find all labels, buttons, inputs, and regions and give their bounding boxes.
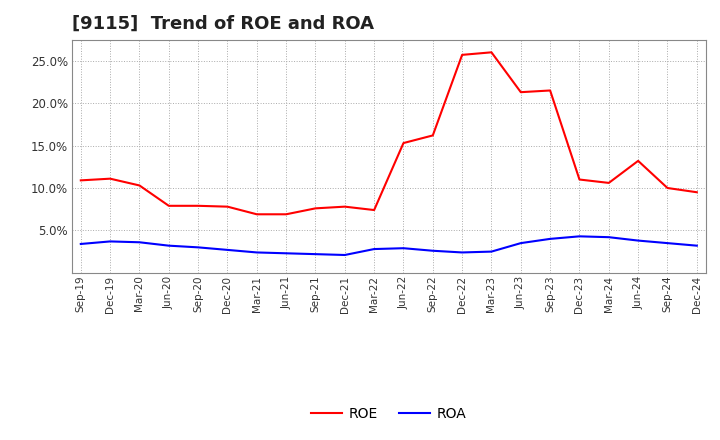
- ROA: [428, 248, 437, 253]
- ROA: [516, 241, 525, 246]
- ROA: [106, 239, 114, 244]
- ROE: [458, 52, 467, 58]
- ROA: [135, 240, 144, 245]
- ROA: [194, 245, 202, 250]
- ROE: [634, 158, 642, 164]
- ROE: [693, 190, 701, 195]
- ROA: [693, 243, 701, 248]
- ROA: [575, 234, 584, 239]
- ROE: [76, 178, 85, 183]
- ROA: [341, 253, 349, 258]
- ROE: [487, 50, 496, 55]
- ROE: [106, 176, 114, 181]
- ROA: [663, 241, 672, 246]
- ROA: [634, 238, 642, 243]
- ROA: [399, 246, 408, 251]
- ROE: [194, 203, 202, 209]
- ROA: [546, 236, 554, 242]
- Legend: ROE, ROA: ROE, ROA: [306, 401, 472, 426]
- ROE: [341, 204, 349, 209]
- ROE: [282, 212, 290, 217]
- ROA: [253, 250, 261, 255]
- ROA: [370, 246, 379, 252]
- ROA: [311, 252, 320, 257]
- ROA: [76, 241, 85, 246]
- ROA: [164, 243, 173, 248]
- ROE: [164, 203, 173, 209]
- ROA: [223, 247, 232, 253]
- ROE: [546, 88, 554, 93]
- ROE: [311, 206, 320, 211]
- ROA: [458, 250, 467, 255]
- ROE: [575, 177, 584, 182]
- ROA: [487, 249, 496, 254]
- ROA: [282, 251, 290, 256]
- ROE: [370, 207, 379, 213]
- ROE: [135, 183, 144, 188]
- ROE: [223, 204, 232, 209]
- Line: ROA: ROA: [81, 236, 697, 255]
- Line: ROE: ROE: [81, 52, 697, 214]
- ROE: [253, 212, 261, 217]
- ROA: [605, 235, 613, 240]
- ROE: [605, 180, 613, 186]
- ROE: [399, 140, 408, 146]
- ROE: [663, 185, 672, 191]
- ROE: [428, 133, 437, 138]
- Text: [9115]  Trend of ROE and ROA: [9115] Trend of ROE and ROA: [72, 15, 374, 33]
- ROE: [516, 89, 525, 95]
